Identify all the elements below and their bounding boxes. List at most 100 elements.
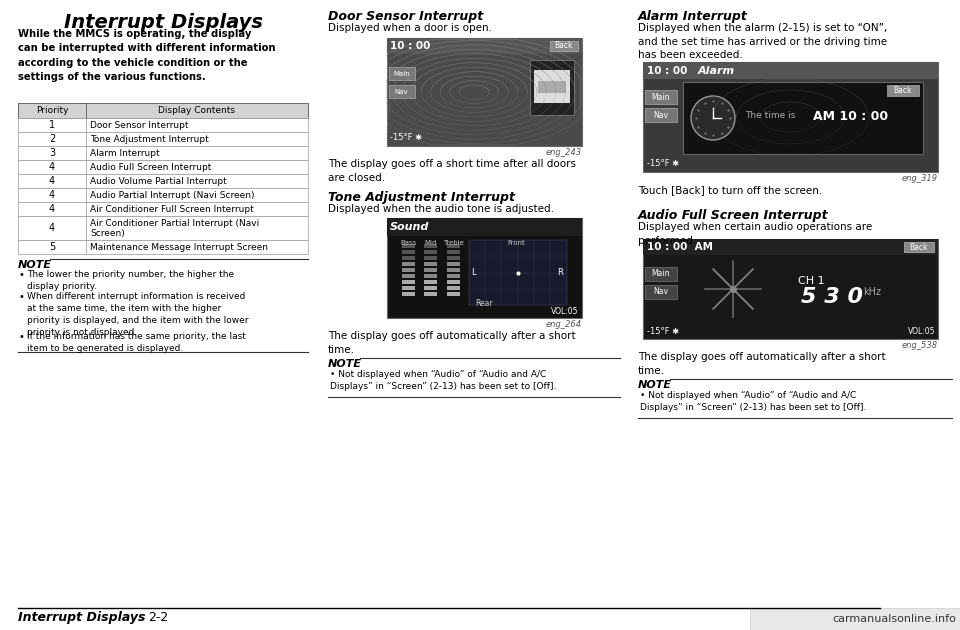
- Bar: [446, 268, 460, 272]
- Text: -15°F ✱: -15°F ✱: [647, 326, 679, 336]
- Text: Displayed when certain audio operations are
performed.: Displayed when certain audio operations …: [638, 222, 873, 246]
- Text: Front: Front: [508, 240, 525, 246]
- Text: Main: Main: [394, 71, 410, 76]
- Bar: [18, 240, 308, 254]
- Bar: [387, 218, 582, 318]
- Text: 10 : 00: 10 : 00: [647, 66, 687, 76]
- Bar: [446, 250, 460, 254]
- Text: Bass: Bass: [400, 240, 417, 246]
- Text: When different interrupt information is received
at the same time, the item with: When different interrupt information is …: [27, 292, 249, 338]
- Bar: [887, 85, 919, 96]
- Bar: [446, 280, 460, 284]
- Text: NOTE: NOTE: [18, 260, 52, 270]
- Bar: [387, 38, 582, 54]
- Text: Door Sensor Interrupt: Door Sensor Interrupt: [90, 120, 188, 130]
- Text: Maintenance Message Interrupt Screen: Maintenance Message Interrupt Screen: [90, 243, 268, 251]
- Text: 1: 1: [49, 120, 55, 130]
- Bar: [401, 244, 415, 248]
- Bar: [446, 292, 460, 296]
- Text: Displayed when the alarm (2-15) is set to “ON”,
and the set time has arrived or : Displayed when the alarm (2-15) is set t…: [638, 23, 887, 60]
- Text: VOL:05: VOL:05: [551, 307, 579, 316]
- Text: eng_538: eng_538: [901, 341, 938, 350]
- Text: 10 : 00: 10 : 00: [391, 41, 431, 51]
- Bar: [549, 41, 578, 51]
- Text: 4: 4: [49, 162, 55, 172]
- Bar: [423, 244, 437, 248]
- Bar: [401, 292, 415, 296]
- Bar: [389, 85, 415, 98]
- Bar: [643, 239, 938, 339]
- Bar: [387, 38, 582, 146]
- Text: Nav: Nav: [654, 287, 668, 297]
- Bar: [446, 274, 460, 278]
- Text: Tone Adjustment Interrupt: Tone Adjustment Interrupt: [328, 191, 515, 204]
- Text: 2: 2: [49, 134, 55, 144]
- Text: The display goes off automatically after a short
time.: The display goes off automatically after…: [328, 331, 576, 355]
- Text: eng_264: eng_264: [545, 320, 582, 329]
- Text: Audio Full Screen Interrupt: Audio Full Screen Interrupt: [90, 163, 211, 171]
- Bar: [423, 268, 437, 272]
- Text: Nav: Nav: [654, 110, 668, 120]
- Bar: [643, 239, 938, 255]
- Bar: [389, 67, 415, 80]
- Text: 4: 4: [49, 176, 55, 186]
- Text: The time is: The time is: [745, 112, 796, 120]
- Text: Main: Main: [652, 93, 670, 101]
- Text: While the MMCS is operating, the display
can be interrupted with different infor: While the MMCS is operating, the display…: [18, 29, 276, 82]
- Text: 5 3 0: 5 3 0: [801, 287, 863, 307]
- Bar: [18, 103, 308, 118]
- Text: 4: 4: [49, 223, 55, 233]
- Text: Nav: Nav: [395, 88, 408, 94]
- Text: Interrupt Displays: Interrupt Displays: [63, 13, 262, 32]
- Text: AM 10 : 00: AM 10 : 00: [813, 110, 888, 122]
- Text: 10 : 00  AM: 10 : 00 AM: [647, 242, 713, 252]
- Text: • Not displayed when “Audio” of “Audio and A/C
Displays” in “Screen” (2-13) has : • Not displayed when “Audio” of “Audio a…: [330, 370, 557, 391]
- Bar: [423, 286, 437, 290]
- Bar: [530, 60, 573, 115]
- Text: Touch [Back] to turn off the screen.: Touch [Back] to turn off the screen.: [638, 185, 823, 195]
- Text: The display goes off automatically after a short
time.: The display goes off automatically after…: [638, 352, 886, 375]
- Bar: [643, 62, 938, 172]
- Text: Door Sensor Interrupt: Door Sensor Interrupt: [328, 10, 483, 23]
- Text: If the information has the same priority, the last
item to be generated is displ: If the information has the same priority…: [27, 332, 246, 353]
- Text: NOTE: NOTE: [638, 380, 672, 390]
- Bar: [643, 62, 938, 79]
- Text: •: •: [19, 270, 25, 280]
- Text: Displayed when the audio tone is adjusted.: Displayed when the audio tone is adjuste…: [328, 204, 554, 214]
- Text: eng_319: eng_319: [901, 174, 938, 183]
- Bar: [18, 118, 308, 132]
- Text: Interrupt Displays: Interrupt Displays: [18, 611, 146, 624]
- Bar: [446, 262, 460, 266]
- Bar: [538, 81, 565, 93]
- Text: Treble: Treble: [444, 240, 464, 246]
- Text: -15°F ✱: -15°F ✱: [391, 134, 422, 142]
- Bar: [18, 202, 308, 216]
- Text: 3: 3: [49, 148, 55, 158]
- Bar: [645, 108, 677, 122]
- Text: carmanualsonline.info: carmanualsonline.info: [832, 614, 956, 624]
- Bar: [423, 250, 437, 254]
- Text: VOL:05: VOL:05: [907, 328, 935, 336]
- Text: Alarm Interrupt: Alarm Interrupt: [90, 149, 159, 158]
- Text: Display Contents: Display Contents: [158, 106, 235, 115]
- Bar: [904, 242, 934, 252]
- Text: •: •: [19, 332, 25, 342]
- Text: kHz: kHz: [863, 287, 881, 297]
- Bar: [18, 160, 308, 174]
- Text: Air Conditioner Full Screen Interrupt: Air Conditioner Full Screen Interrupt: [90, 205, 253, 214]
- Text: Audio Full Screen Interrupt: Audio Full Screen Interrupt: [638, 209, 828, 222]
- Bar: [423, 274, 437, 278]
- Bar: [18, 146, 308, 160]
- Bar: [683, 82, 923, 154]
- Bar: [401, 280, 415, 284]
- Text: Main: Main: [652, 270, 670, 278]
- Text: Alarm: Alarm: [698, 66, 735, 76]
- Bar: [645, 285, 677, 299]
- Text: Screen): Screen): [90, 229, 125, 238]
- Bar: [401, 262, 415, 266]
- Text: The display goes off a short time after all doors
are closed.: The display goes off a short time after …: [328, 159, 576, 183]
- Text: The lower the priority number, the higher the
display priority.: The lower the priority number, the highe…: [27, 270, 234, 291]
- Bar: [18, 216, 308, 240]
- Bar: [534, 70, 569, 103]
- Bar: [423, 256, 437, 260]
